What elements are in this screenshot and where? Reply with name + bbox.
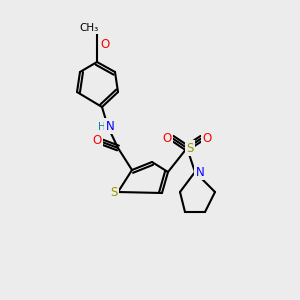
Text: N: N (196, 166, 204, 178)
Text: O: O (92, 134, 102, 146)
Text: O: O (100, 38, 109, 52)
Text: N: N (106, 119, 114, 133)
Text: O: O (202, 131, 211, 145)
Text: H: H (98, 122, 106, 132)
Text: S: S (110, 185, 118, 199)
Text: O: O (162, 131, 172, 145)
Text: CH₃: CH₃ (80, 23, 99, 33)
Text: S: S (186, 142, 194, 154)
